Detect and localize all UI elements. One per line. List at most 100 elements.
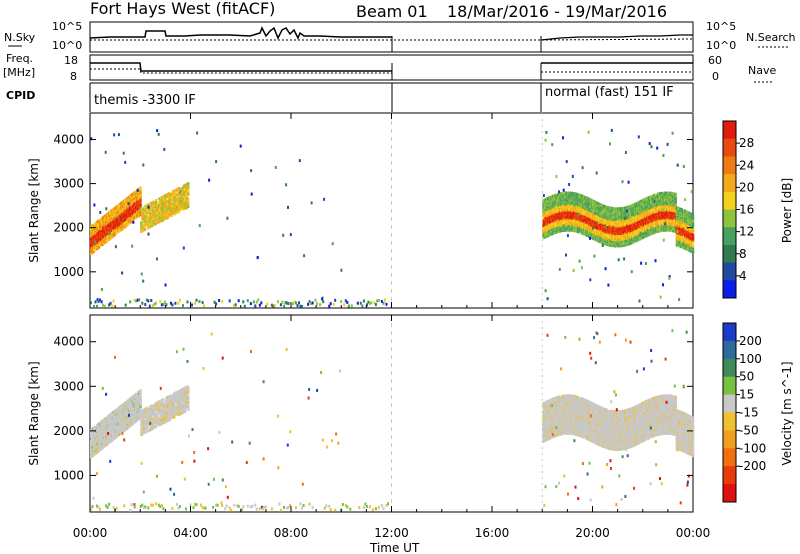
range-cell xyxy=(295,301,297,305)
range-cell xyxy=(650,232,652,236)
range-cell xyxy=(129,300,132,304)
range-cell xyxy=(94,300,97,304)
range-cell xyxy=(215,160,218,164)
range-cell xyxy=(234,303,237,307)
range-cell xyxy=(144,303,147,306)
range-cell xyxy=(237,299,240,303)
range-cell xyxy=(273,304,276,307)
nsky-left-top: 10^5 xyxy=(52,20,82,33)
range-cell xyxy=(256,256,259,259)
range-cell xyxy=(179,196,182,200)
range-cell xyxy=(562,221,565,225)
range-cell xyxy=(552,194,555,198)
range-cell xyxy=(299,304,302,308)
range-cell xyxy=(385,302,388,306)
range-cell xyxy=(568,194,571,198)
range-cell xyxy=(566,228,569,232)
range-cell xyxy=(151,304,154,308)
range-cell xyxy=(111,304,114,308)
freq-left-top: 18 xyxy=(64,54,78,67)
range-cell xyxy=(117,133,120,137)
range-cell xyxy=(159,218,162,222)
range-cell xyxy=(147,299,150,303)
range-cell xyxy=(151,217,154,220)
range-cell xyxy=(257,298,260,302)
range-cell xyxy=(556,230,559,234)
range-cell xyxy=(607,237,610,240)
range-cell xyxy=(155,199,158,202)
range-cell xyxy=(93,304,95,308)
cpid-segment-1: themis -3300 IF xyxy=(94,93,196,108)
range-cell xyxy=(139,189,142,193)
range-cell xyxy=(170,214,173,217)
range-cell xyxy=(631,210,634,214)
range-cell xyxy=(272,304,275,308)
range-cell xyxy=(246,299,249,303)
range-cell xyxy=(213,300,216,304)
range-cell xyxy=(279,303,282,307)
range-cell xyxy=(162,303,165,306)
range-cell xyxy=(139,198,142,202)
range-cell xyxy=(638,211,640,215)
range-cell xyxy=(647,196,650,200)
range-cell xyxy=(252,300,255,304)
range-cell xyxy=(156,257,158,261)
range-cell xyxy=(151,215,154,219)
range-cell xyxy=(181,199,184,203)
range-cell xyxy=(274,166,277,169)
range-cell xyxy=(656,203,659,207)
range-cell xyxy=(316,302,319,306)
range-cell xyxy=(596,234,599,238)
range-cell xyxy=(293,300,296,304)
range-cell xyxy=(153,212,156,216)
range-cell xyxy=(145,298,148,302)
range-cell xyxy=(159,204,162,207)
range-cell xyxy=(347,304,350,308)
range-cell xyxy=(660,229,663,232)
range-cell xyxy=(376,299,379,303)
range-cell xyxy=(555,203,558,206)
range-cell xyxy=(108,303,111,307)
range-cell xyxy=(647,210,649,214)
range-cell xyxy=(356,301,359,305)
range-cell xyxy=(362,299,365,303)
range-cell xyxy=(569,196,572,200)
range-cell xyxy=(659,229,662,233)
range-cell xyxy=(156,221,159,225)
range-cell xyxy=(645,225,648,228)
range-cell xyxy=(175,199,178,202)
nave-trace xyxy=(90,68,392,74)
range-cell xyxy=(319,303,322,307)
range-cell xyxy=(116,218,119,222)
range-cell xyxy=(367,300,370,304)
range-cell xyxy=(159,205,162,209)
range-cell xyxy=(384,298,386,302)
range-cell xyxy=(180,194,183,198)
range-cell xyxy=(187,201,190,205)
range-cell xyxy=(150,201,153,205)
range-cell xyxy=(179,207,182,211)
range-cell xyxy=(595,229,598,233)
range-cell xyxy=(187,183,190,187)
range-cell xyxy=(100,287,103,291)
data-cells xyxy=(90,128,695,308)
range-cell xyxy=(579,220,582,224)
range-cell xyxy=(187,198,190,201)
range-cell xyxy=(153,302,156,306)
range-cell xyxy=(179,193,182,197)
nsky-trace-a xyxy=(89,26,392,40)
range-cell xyxy=(283,304,285,308)
range-cell xyxy=(578,215,581,219)
range-cell xyxy=(287,302,290,305)
range-cell xyxy=(586,227,588,231)
range-cell xyxy=(112,299,115,303)
freq-right-top: 60 xyxy=(708,54,722,67)
range-cell xyxy=(346,300,349,304)
range-cell xyxy=(578,193,581,197)
range-cell xyxy=(215,302,218,306)
range-cell xyxy=(186,300,189,304)
range-cell xyxy=(144,227,147,231)
freq-right-bottom: 0 xyxy=(712,70,719,83)
range-cell xyxy=(153,219,156,223)
